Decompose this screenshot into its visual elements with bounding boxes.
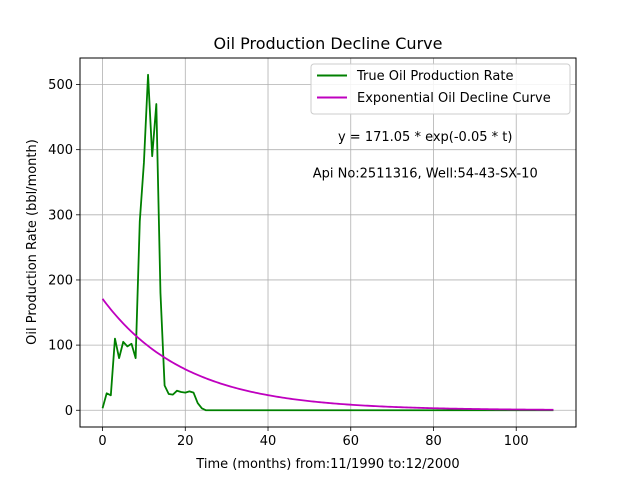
y-ticks: 0 100 200 300 400 500 [48,78,80,419]
plot-frame [79,57,577,428]
y-axis-label: Oil Production Rate (bbl/month) [25,139,40,345]
legend-label-exponential: Exponential Oil Decline Curve [357,91,551,106]
x-tick-label: 20 [177,434,194,449]
annotation-text: y = 171.05 * exp(-0.05 * t) [338,130,512,145]
x-tick-label: 80 [425,434,442,449]
y-tick-label: 400 [48,143,73,158]
y-tick-label: 300 [48,208,73,223]
annotation-text: Api No:2511316, Well:54-43-SX-10 [313,167,538,182]
legend-box [310,63,571,115]
series-line-exponential [101,298,554,411]
series-layer [101,73,554,412]
x-tick-label: 0 [98,434,106,449]
series-line-true-rate [101,73,554,412]
y-tick-label: 0 [65,404,73,419]
x-tick-label: 40 [260,434,277,449]
y-tick-label: 200 [48,273,73,288]
x-axis-label: Time (months) from:11/1990 to:12/2000 [195,457,459,472]
legend-label-true-rate: True Oil Production Rate [356,69,513,84]
y-tick-label: 500 [48,78,73,93]
chart-title: Oil Production Decline Curve [214,34,443,53]
x-ticks: 0 20 40 60 80 100 [98,427,529,449]
legend: True Oil Production Rate Exponential Oil… [310,63,571,115]
annotations: y = 171.05 * exp(-0.05 * t) Api No:251131… [313,130,538,181]
y-tick-label: 100 [48,339,73,354]
x-tick-label: 60 [342,434,359,449]
x-tick-label: 100 [504,434,529,449]
